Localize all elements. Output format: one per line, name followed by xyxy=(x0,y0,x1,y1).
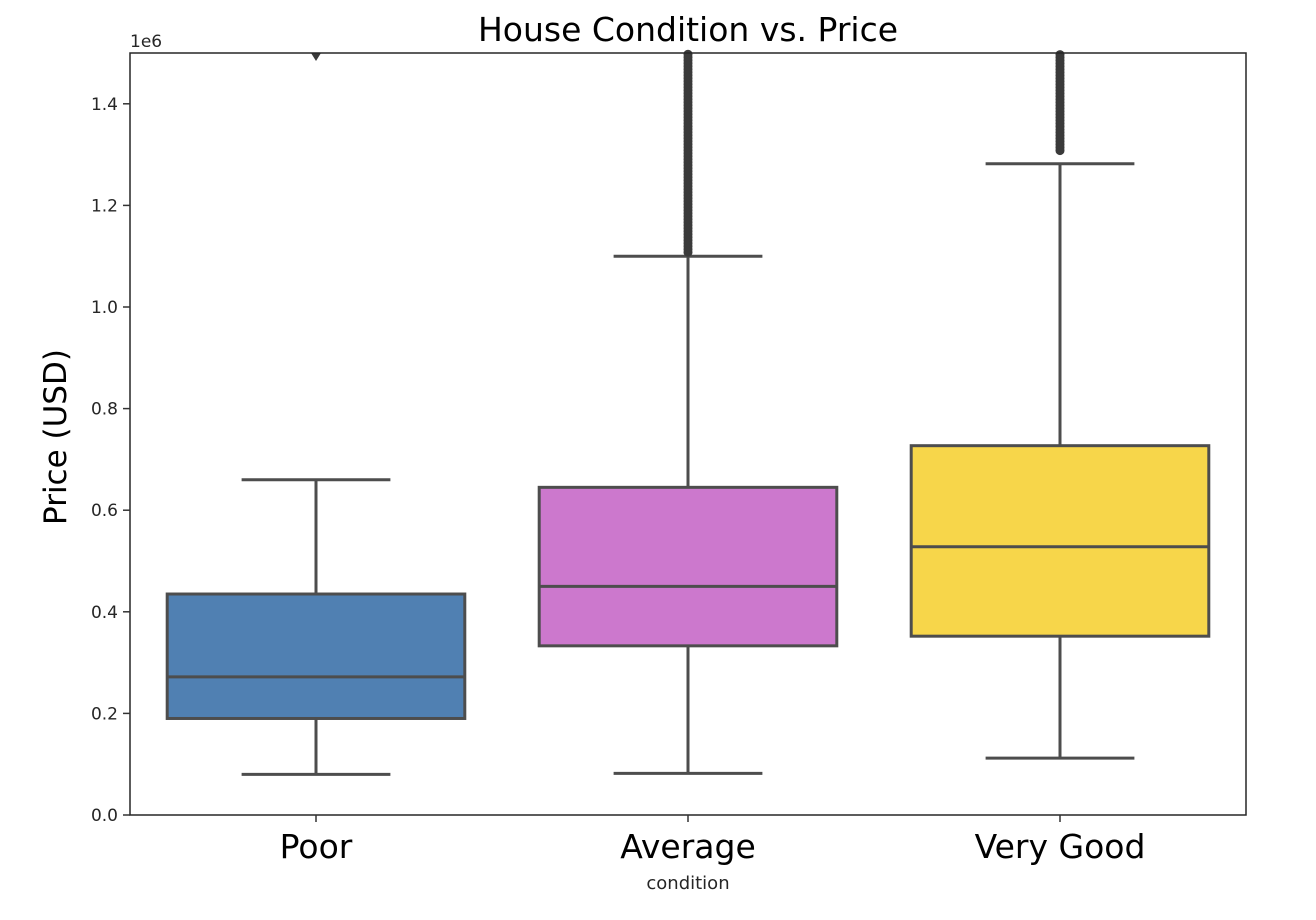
y-tick-label: 1.2 xyxy=(91,196,118,216)
outlier-points xyxy=(683,49,693,257)
plot-area xyxy=(129,49,1247,816)
x-axis-label: condition xyxy=(646,873,729,894)
y-tick-label: 0.6 xyxy=(91,501,118,521)
box-very-good xyxy=(909,50,1211,760)
y-offset-label: 1e6 xyxy=(130,32,162,52)
y-axis-ticks: 0.0 0.2 0.4 0.6 0.8 1.0 1.2 1.4 xyxy=(91,95,130,826)
y-tick-label: 0.4 xyxy=(91,603,118,623)
y-tick-label: 1.0 xyxy=(91,298,118,318)
box-average xyxy=(537,49,839,775)
chart-title: House Condition vs. Price xyxy=(478,10,898,49)
x-tick-label: Poor xyxy=(280,827,353,866)
box-poor xyxy=(165,53,467,776)
outlier-points xyxy=(1055,50,1065,156)
iqr-box xyxy=(909,444,1211,638)
y-tick-label: 0.2 xyxy=(91,704,118,724)
y-axis-label: Price (USD) xyxy=(38,349,74,525)
x-tick-label: Average xyxy=(620,827,756,866)
iqr-box xyxy=(165,592,467,720)
iqr-box xyxy=(537,485,839,648)
y-tick-label: 0.8 xyxy=(91,400,118,420)
y-tick-label: 1.4 xyxy=(91,95,118,115)
outlier-point xyxy=(683,49,693,59)
outlier-point xyxy=(311,53,321,61)
outlier-point xyxy=(1055,50,1065,60)
x-tick-label: Very Good xyxy=(975,827,1146,866)
y-tick-label: 0.0 xyxy=(91,806,118,826)
x-axis-ticks: Poor Average Very Good xyxy=(280,815,1146,866)
